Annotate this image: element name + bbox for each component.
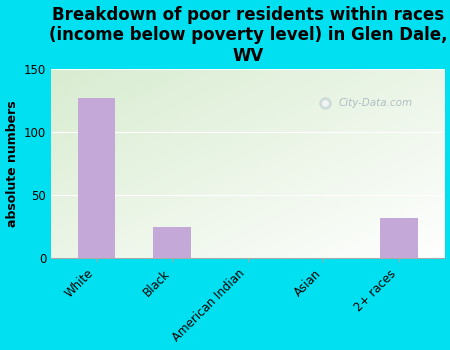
Bar — [153, 226, 191, 258]
Text: City-Data.com: City-Data.com — [338, 98, 412, 108]
Bar — [380, 218, 418, 258]
Bar — [78, 98, 116, 258]
Y-axis label: absolute numbers: absolute numbers — [5, 100, 18, 227]
Title: Breakdown of poor residents within races
(income below poverty level) in Glen Da: Breakdown of poor residents within races… — [49, 6, 447, 65]
